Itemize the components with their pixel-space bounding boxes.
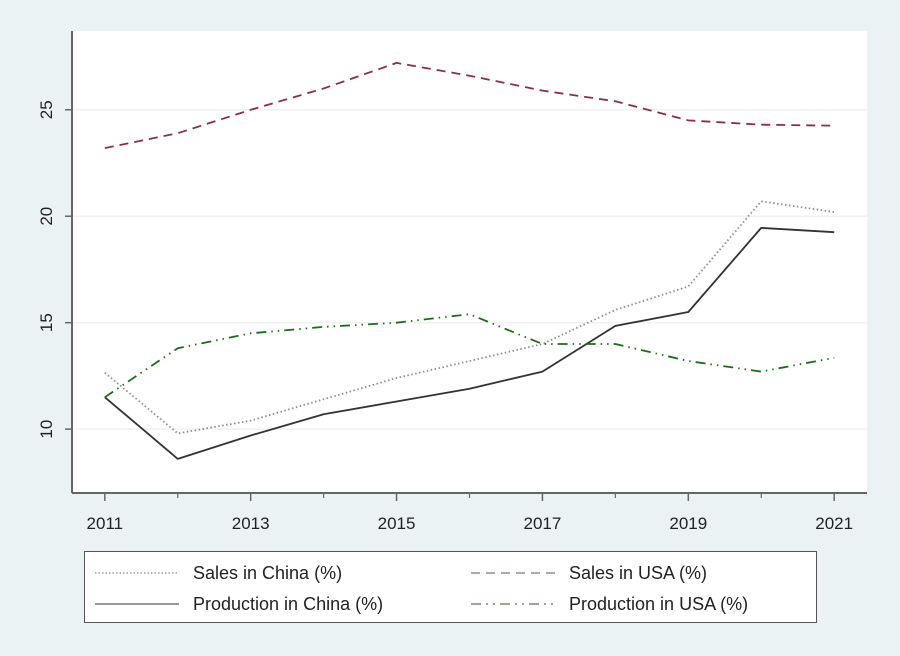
plot-area bbox=[72, 31, 867, 493]
x-tick-label: 2011 bbox=[87, 514, 124, 533]
y-tick-label: 20 bbox=[37, 207, 56, 226]
legend-label: Sales in USA (%) bbox=[569, 562, 708, 583]
x-tick-label: 2021 bbox=[815, 514, 853, 533]
dotted-line-icon bbox=[95, 572, 179, 574]
x-tick-label: 2017 bbox=[524, 514, 562, 533]
grid-lines bbox=[72, 109, 867, 430]
series-line-sales-in-china bbox=[104, 200, 835, 435]
y-tick-label: 10 bbox=[37, 420, 56, 439]
legend: Sales in China (%) Sales in USA (%) Prod… bbox=[84, 551, 817, 623]
series-line-production-in-china bbox=[104, 226, 835, 460]
y-ticks: 10 15 20 25 bbox=[37, 100, 72, 439]
x-tick-label: 2019 bbox=[669, 514, 707, 533]
x-tick-label: 2015 bbox=[378, 514, 416, 533]
y-tick-label: 15 bbox=[37, 313, 56, 332]
legend-item-production-usa: Production in USA (%) bbox=[471, 591, 748, 617]
series-line-sales-in-usa bbox=[104, 62, 835, 149]
dashdot-line-icon bbox=[471, 603, 555, 605]
x-ticks: 2011 2013 2015 2017 2019 2021 bbox=[87, 493, 853, 533]
series-group bbox=[104, 62, 835, 460]
y-tick-label: 25 bbox=[37, 100, 56, 119]
legend-item-sales-china: Sales in China (%) bbox=[95, 560, 342, 586]
dashed-line-icon bbox=[471, 572, 555, 574]
solid-line-icon bbox=[95, 603, 179, 605]
legend-item-sales-usa: Sales in USA (%) bbox=[471, 560, 707, 586]
line-chart: 10 15 20 25 2011 2013 2015 2017 2019 2021 bbox=[37, 31, 867, 533]
legend-label: Production in China (%) bbox=[193, 593, 384, 614]
legend-label: Sales in China (%) bbox=[193, 562, 343, 583]
legend-label: Production in USA (%) bbox=[569, 593, 749, 614]
x-tick-label: 2013 bbox=[232, 514, 270, 533]
legend-item-production-china: Production in China (%) bbox=[95, 591, 383, 617]
